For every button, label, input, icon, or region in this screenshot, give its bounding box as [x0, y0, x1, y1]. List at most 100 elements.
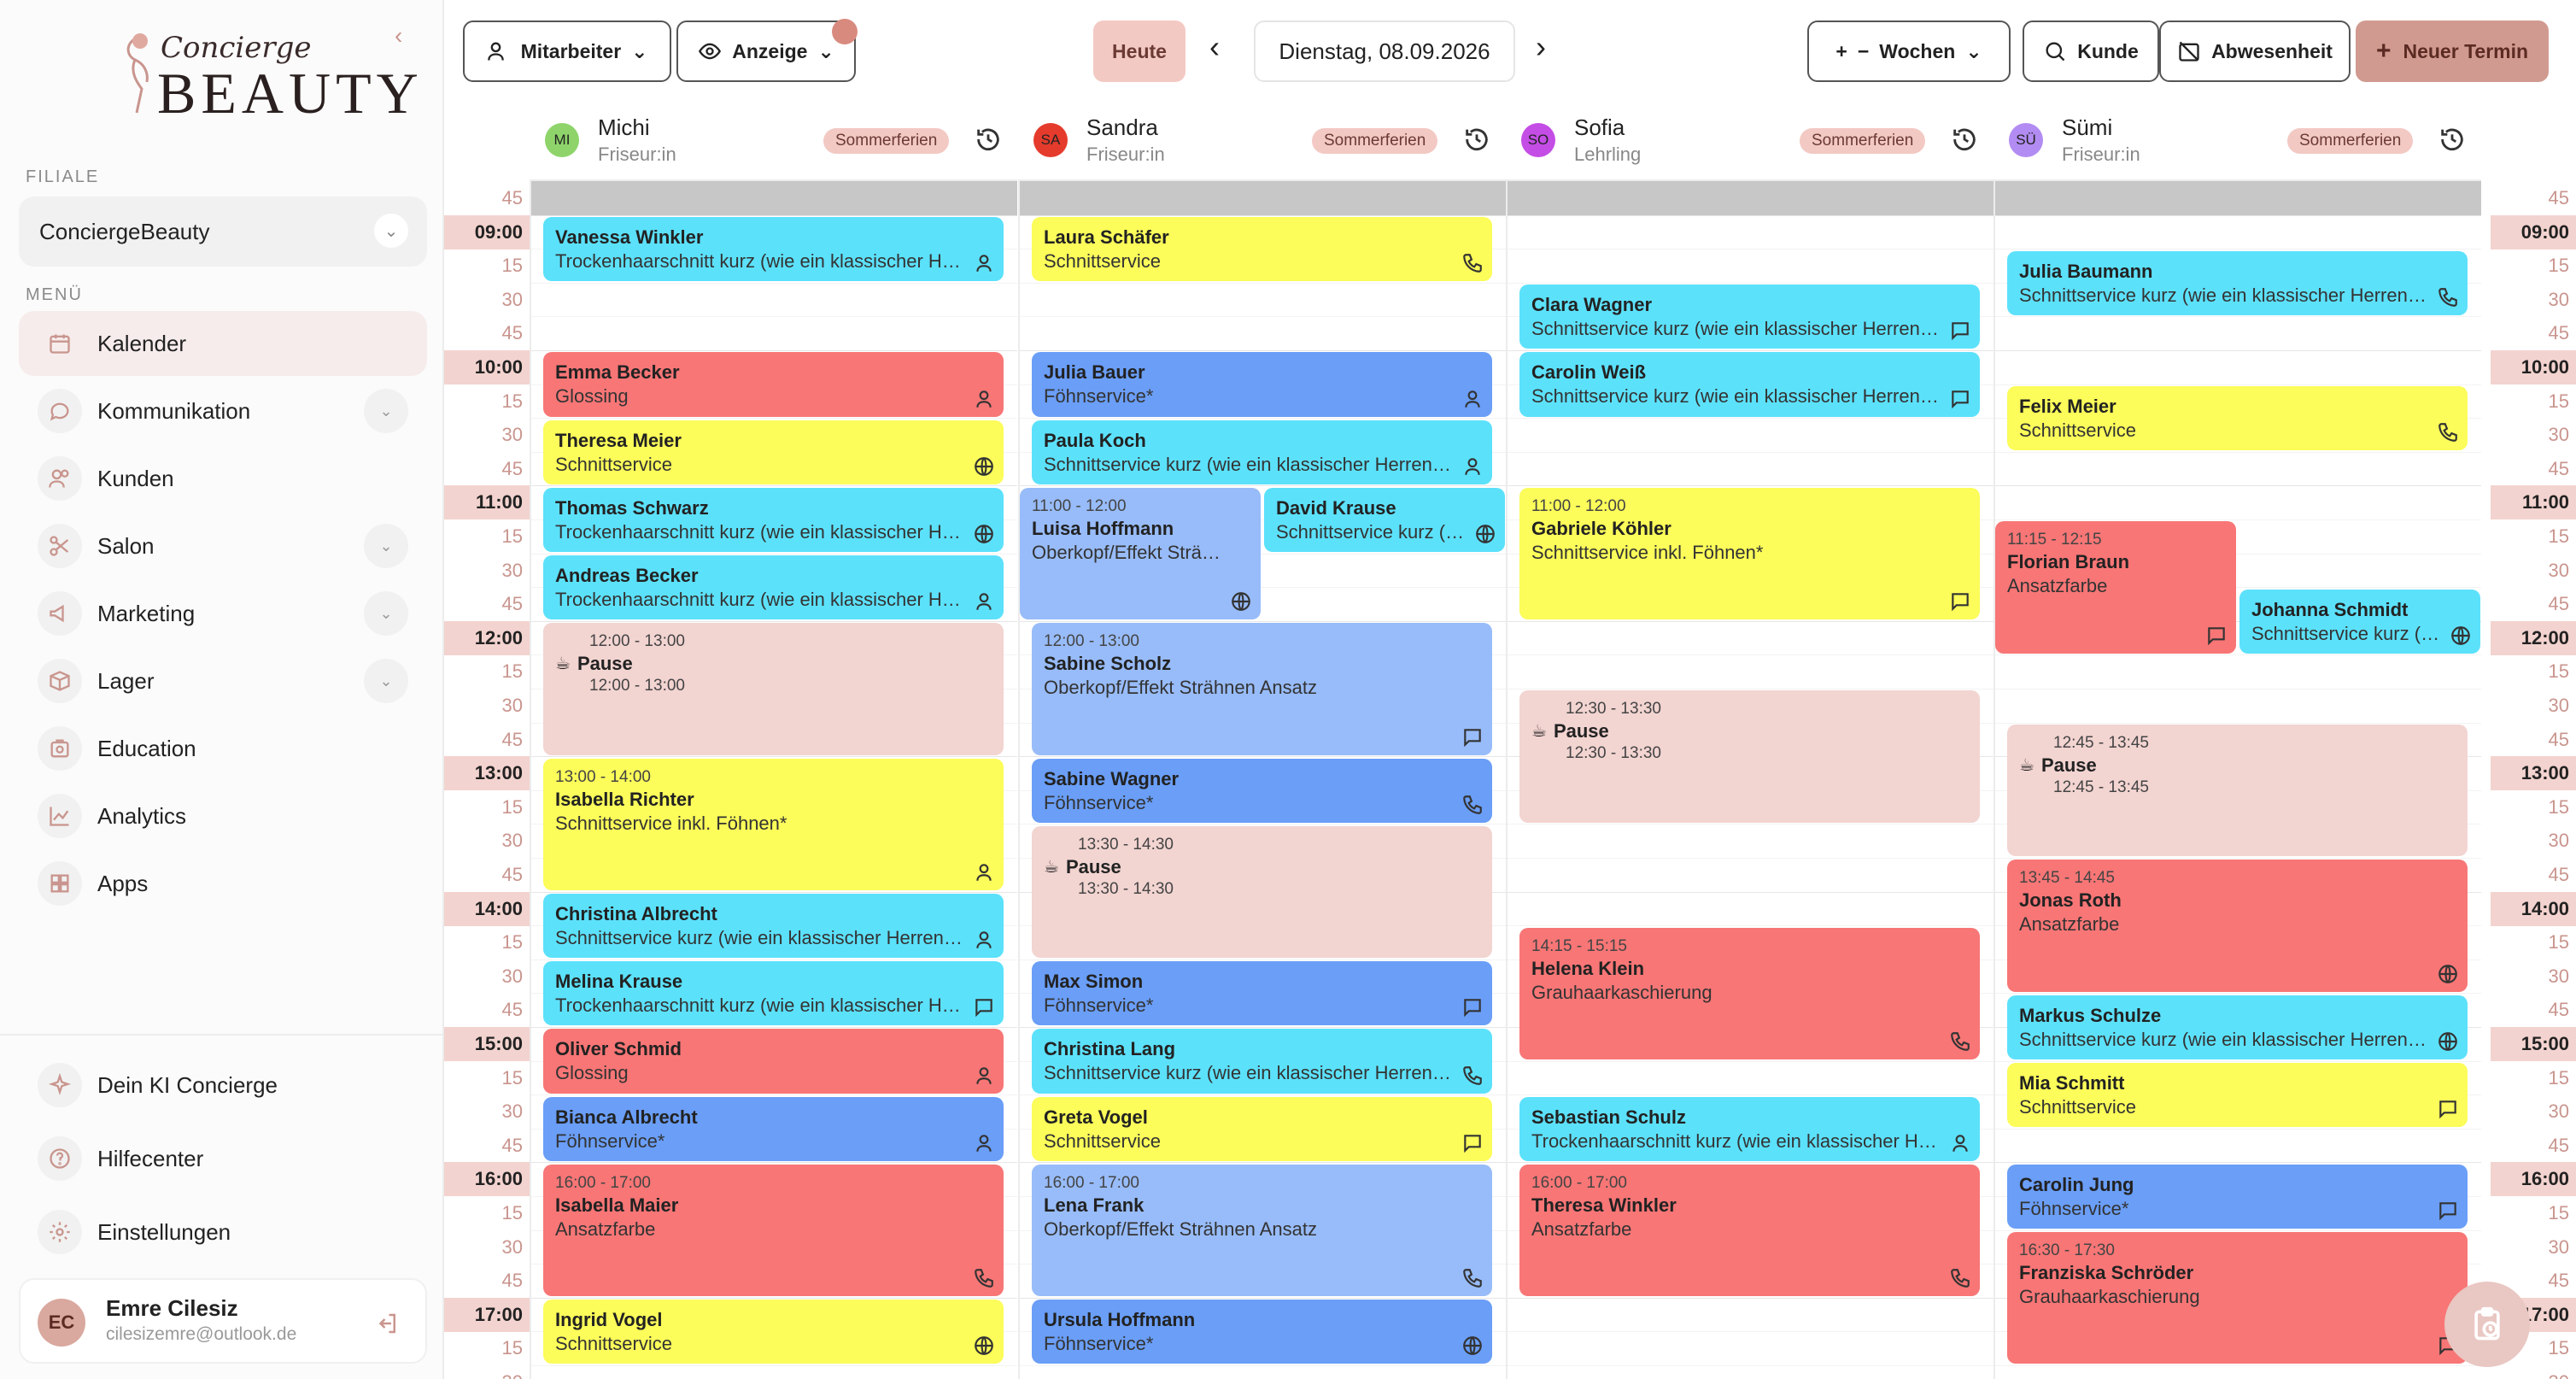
staff-header-sandra[interactable]: SA Sandra Friseur:in Sommerferien	[1018, 103, 1506, 181]
nav-item-hilfecenter[interactable]: Hilfecenter	[19, 1126, 427, 1191]
appointment-card[interactable]: Greta Vogel Schnittservice	[1032, 1096, 1492, 1161]
nav-item-lager[interactable]: Lager ⌄	[19, 648, 427, 713]
nav-item-marketing[interactable]: Marketing ⌄	[19, 581, 427, 646]
nav-item-salon[interactable]: Salon ⌄	[19, 513, 427, 578]
appointment-card[interactable]: Emma Becker Glossing	[543, 352, 1004, 417]
appointment-card[interactable]: 16:00 - 17:00 Isabella Maier Ansatzfarbe	[543, 1164, 1004, 1297]
nav-item-apps[interactable]: Apps	[19, 851, 427, 916]
appointment-card[interactable]: Laura Schäfer Schnittservice	[1032, 217, 1492, 282]
appointment-card[interactable]: Ursula Hoffmann Föhnservice*	[1032, 1300, 1492, 1364]
pause-block[interactable]: 12:00 - 13:00 ☕ Pause 12:00 - 13:00	[543, 623, 1004, 755]
date-picker[interactable]: Dienstag, 08.09.2026	[1254, 21, 1515, 82]
nav-item-kunden[interactable]: Kunden	[19, 446, 427, 511]
appointment-card[interactable]: 16:30 - 17:30 Franziska Schröder Grauhaark…	[2007, 1232, 2468, 1364]
nav-item-analytics[interactable]: Analytics	[19, 783, 427, 848]
nav-item-education[interactable]: Education	[19, 716, 427, 781]
appointment-card[interactable]: Andreas Becker Trockenhaarschnitt kurz (w…	[543, 555, 1004, 620]
client-name: Julia Baumann	[2019, 260, 2153, 282]
appointment-card[interactable]: Mia Schmitt Schnittservice	[2007, 1063, 2468, 1128]
grid-line	[1020, 1094, 1506, 1096]
collapse-sidebar-icon[interactable]: ‹	[395, 22, 403, 49]
history-icon[interactable]	[1950, 125, 1979, 154]
pause-block[interactable]: 13:30 - 14:30 ☕ Pause 13:30 - 14:30	[1032, 825, 1492, 959]
branch-select[interactable]: ConciergeBeauty ⌄	[19, 197, 427, 267]
appointment-card[interactable]: Sabine Wagner Föhnservice*	[1032, 758, 1492, 823]
chevron-down-icon: ⌄	[1965, 39, 1982, 62]
staff-header-sofia[interactable]: SO Sofia Lehrling Sommerferien	[1506, 103, 1993, 181]
time-label: 45	[501, 1270, 523, 1292]
appointment-card[interactable]: Clara Wagner Schnittservice kurz (wie ein…	[1519, 285, 1980, 349]
history-icon[interactable]	[1462, 125, 1491, 154]
appointment-card[interactable]: 11:00 - 12:00 Luisa Hoffmann Oberkopf/Effe…	[1020, 487, 1261, 620]
staff-header-sümi[interactable]: SÜ Sümi Friseur:in Sommerferien	[1993, 103, 2481, 181]
grid-line	[1508, 451, 1993, 453]
appointment-card[interactable]: Markus Schulze Schnittservice kurz (wie e…	[2007, 995, 2468, 1059]
user-profile[interactable]: EC Emre Cilesiz cilesizemre@outlook.de	[19, 1278, 427, 1364]
prev-day-icon[interactable]: ‹	[1209, 29, 1220, 64]
absence-button[interactable]: Abwesenheit	[2159, 21, 2351, 82]
appointment-card[interactable]: Melina Krause Trockenhaarschnitt kurz (wi…	[543, 961, 1004, 1026]
history-icon[interactable]	[2438, 125, 2467, 154]
appointment-card[interactable]: Max Simon Föhnservice*	[1032, 961, 1492, 1026]
brand-logo[interactable]: Concierge BEAUTY	[111, 24, 419, 126]
appointment-card[interactable]: Christina Albrecht Schnittservice kurz (w…	[543, 894, 1004, 959]
appointment-card[interactable]: 12:00 - 13:00 Sabine Scholz Oberkopf/Effek…	[1032, 623, 1492, 755]
appointment-card[interactable]: Julia Bauer Föhnservice*	[1032, 352, 1492, 417]
weeks-button[interactable]: + − Wochen ⌄	[1807, 21, 2011, 82]
appointment-card[interactable]: 11:15 - 12:15 Florian Braun Ansatzfarbe	[1995, 521, 2236, 654]
chevron-down-icon[interactable]: ⌄	[364, 659, 408, 703]
logout-icon[interactable]	[374, 1311, 400, 1336]
next-day-icon[interactable]: ›	[1536, 29, 1546, 64]
view-filter-button[interactable]: Anzeige ⌄	[676, 21, 856, 82]
chevron-down-icon[interactable]: ⌄	[364, 524, 408, 568]
today-button[interactable]: Heute	[1093, 21, 1186, 82]
appointment-card[interactable]: Theresa Meier Schnittservice	[543, 420, 1004, 484]
chat-icon	[1952, 322, 1969, 341]
appointment-card[interactable]: 16:00 - 17:00 Theresa Winkler Ansatzfarbe	[1519, 1164, 1980, 1297]
appointment-card[interactable]: 14:15 - 15:15 Helena Klein Grauhaarkaschie…	[1519, 927, 1980, 1059]
staff-filter-button[interactable]: Mitarbeiter ⌄	[463, 21, 671, 82]
appointment-card[interactable]: Bianca Albrecht Föhnservice*	[543, 1096, 1004, 1161]
time-label: 15	[2548, 1202, 2569, 1223]
plus-icon[interactable]: +	[1835, 39, 1847, 62]
nav-item-ki-concierge[interactable]: Dein KI Concierge	[19, 1053, 427, 1118]
service-name: Schnittservice	[2019, 420, 2136, 441]
appointment-card[interactable]: Johanna Schmidt Schnittservice kurz (wie …	[2239, 589, 2480, 654]
appointment-card[interactable]: 16:00 - 17:00 Lena Frank Oberkopf/Effekt S…	[1032, 1164, 1492, 1297]
appointment-card[interactable]: Julia Baumann Schnittservice kurz (wie ei…	[2007, 250, 2468, 315]
appointment-card[interactable]: Oliver Schmid Glossing	[543, 1029, 1004, 1094]
pause-range: 12:30 - 13:30	[1566, 744, 1661, 763]
appointment-card[interactable]: Felix Meier Schnittservice	[2007, 386, 2468, 451]
appointment-card[interactable]: Carolin Weiß Schnittservice kurz (wie ein…	[1519, 352, 1980, 417]
appointment-card[interactable]: 11:00 - 12:00 Gabriele Köhler Schnittservi…	[1519, 487, 1980, 620]
users-icon	[38, 456, 82, 501]
appointment-card[interactable]: Christina Lang Schnittservice kurz (wie e…	[1032, 1029, 1492, 1094]
pause-block[interactable]: 12:30 - 13:30 ☕ Pause 12:30 - 13:30	[1519, 690, 1980, 823]
appointment-card[interactable]: 13:00 - 14:00 Isabella Richter Schnittserv…	[543, 758, 1004, 890]
new-appointment-button[interactable]: + Neuer Termin	[2356, 21, 2549, 82]
pause-block[interactable]: 12:45 - 13:45 ☕ Pause 12:45 - 13:45	[2007, 725, 2468, 857]
appointment-card[interactable]: Paula Koch Schnittservice kurz (wie ein k…	[1032, 420, 1492, 484]
appointment-card[interactable]: 13:45 - 14:45 Jonas Roth Ansatzfarbe	[2007, 860, 2468, 992]
grid-line	[1995, 858, 2481, 859]
chevron-down-icon[interactable]: ⌄	[364, 389, 408, 433]
appointment-card[interactable]: Sebastian Schulz Trockenhaarschnitt kurz …	[1519, 1096, 1980, 1161]
client-name: Theresa Meier	[555, 429, 682, 451]
appointment-card[interactable]: Vanessa Winkler Trockenhaarschnitt kurz (…	[543, 217, 1004, 282]
appointment-card[interactable]: Thomas Schwarz Trockenhaarschnitt kurz (w…	[543, 487, 1004, 552]
nav-item-kommunikation[interactable]: Kommunikation ⌄	[19, 378, 427, 443]
nav-item-einstellungen[interactable]: Einstellungen	[19, 1200, 427, 1265]
nav-item-kalender[interactable]: Kalender	[19, 311, 427, 376]
chevron-down-icon[interactable]: ⌄	[364, 591, 408, 636]
appointment-card[interactable]: Carolin Jung Föhnservice*	[2007, 1164, 2468, 1229]
staff-header-michi[interactable]: MI Michi Friseur:in Sommerferien	[530, 103, 1017, 181]
minus-icon[interactable]: −	[1857, 39, 1870, 62]
service-name: Föhnservice*	[555, 1130, 665, 1152]
appointment-card[interactable]: Ingrid Vogel Schnittservice	[543, 1300, 1004, 1364]
history-icon[interactable]	[974, 125, 1003, 154]
pause-time: 12:30 - 13:30	[1566, 700, 1661, 719]
phone-icon	[1463, 795, 1482, 814]
customer-button[interactable]: Kunde	[2023, 21, 2159, 82]
clipboard-fab[interactable]	[2444, 1282, 2530, 1367]
